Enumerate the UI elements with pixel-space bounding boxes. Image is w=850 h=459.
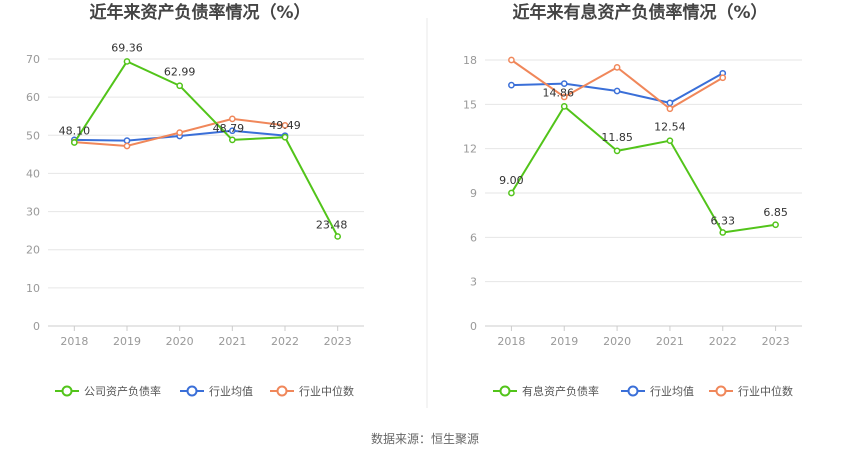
debt-ratio-chart: 近年来资产负债率情况（%） 0 10 20 30 40 50 60 70 2018 2019 2020… [26, 2, 364, 398]
data-point-avg[interactable] [228, 127, 236, 135]
data-point-company[interactable] [176, 82, 184, 90]
y-tick-label: 9 [470, 187, 477, 200]
y-tick-label: 10 [26, 282, 40, 295]
legend-label: 行业中位数 [738, 384, 793, 398]
data-point-median[interactable] [176, 129, 184, 136]
legend-item-median[interactable]: 行业中位数 [270, 384, 354, 398]
x-tick-label: 2023 [762, 335, 790, 348]
series-line-company [73, 60, 339, 237]
legend-item-company[interactable]: 公司资产负债率 [55, 384, 161, 398]
y-tick-label: 6 [470, 231, 477, 244]
legend-marker [186, 385, 198, 397]
data-point-company[interactable] [772, 221, 779, 229]
data-label: 69.36 [111, 41, 143, 54]
chart-title: 近年来有息资产负债率情况（%） [512, 2, 767, 23]
y-tick-label: 0 [470, 320, 477, 333]
data-point-company[interactable] [719, 229, 727, 236]
data-point-company[interactable] [334, 233, 342, 240]
y-tick-label: 20 [26, 244, 40, 257]
data-point-company[interactable] [613, 147, 621, 155]
y-tick-label: 40 [26, 167, 40, 180]
data-label: 6.85 [763, 206, 788, 219]
data-label: 48.10 [59, 125, 91, 138]
y-tick-label: 12 [463, 143, 477, 156]
legend-item-median[interactable]: 行业中位数 [709, 384, 793, 398]
data-label: 6.33 [711, 214, 736, 227]
y-tick-label: 30 [26, 206, 40, 219]
legend-label: 公司资产负债率 [84, 384, 161, 398]
data-point-median[interactable] [228, 115, 236, 123]
y-tick-label: 3 [470, 276, 477, 289]
legend-label: 有息资产负债率 [522, 384, 599, 398]
data-point-company[interactable] [666, 137, 674, 145]
data-label: 12.54 [654, 121, 686, 134]
legend-label: 行业中位数 [299, 384, 354, 398]
x-tick-label: 2021 [656, 335, 684, 348]
data-point-company[interactable] [508, 189, 515, 197]
data-point-avg[interactable] [666, 99, 674, 107]
legend-marker [627, 385, 639, 397]
y-tick-label: 70 [26, 53, 40, 66]
data-point-median[interactable] [613, 64, 621, 71]
data-label: 14.86 [543, 86, 575, 99]
legend-marker [276, 385, 288, 397]
data-point-avg[interactable] [123, 137, 131, 144]
data-point-median[interactable] [281, 122, 289, 129]
x-tick-label: 2018 [497, 335, 525, 348]
data-point-company[interactable] [281, 133, 289, 141]
data-label: 49.49 [269, 119, 301, 132]
x-tick-label: 2020 [603, 335, 631, 348]
x-tick-label: 2020 [166, 335, 194, 348]
x-tick-label: 2018 [60, 335, 88, 348]
interest-debt-ratio-chart: 近年来有息资产负债率情况（%） 0 3 6 9 12 15 18 2018 2019 2020 202… [463, 2, 802, 398]
data-point-company[interactable] [123, 58, 131, 65]
x-tick-label: 2019 [550, 335, 578, 348]
y-tick-label: 18 [463, 54, 477, 67]
data-label: 62.99 [164, 66, 196, 79]
legend-item-company[interactable]: 有息资产负债率 [493, 384, 599, 398]
legend-marker [61, 385, 73, 397]
data-label: 9.00 [499, 174, 524, 187]
data-label: 11.85 [601, 131, 633, 144]
legend-item-avg[interactable]: 行业均值 [621, 385, 694, 398]
x-tick-label: 2019 [113, 335, 141, 348]
data-point-company[interactable] [560, 103, 568, 110]
y-tick-label: 0 [33, 320, 40, 333]
data-label: 23.48 [316, 218, 348, 231]
x-tick-label: 2023 [324, 335, 352, 348]
x-tick-label: 2021 [218, 335, 246, 348]
legend-item-avg[interactable]: 行业均值 [180, 385, 253, 398]
data-label: 48.79 [213, 122, 245, 135]
legend-label: 行业均值 [650, 385, 694, 398]
legend-marker [499, 385, 511, 397]
x-tick-label: 2022 [709, 335, 737, 348]
data-point-median[interactable] [560, 93, 568, 101]
x-tick-label: 2022 [271, 335, 299, 348]
chart-title: 近年来资产负债率情况（%） [89, 2, 310, 23]
data-point-avg[interactable] [613, 87, 621, 95]
data-point-median[interactable] [666, 105, 674, 113]
y-tick-label: 15 [463, 98, 477, 111]
series-line-company [510, 105, 776, 234]
data-point-median[interactable] [508, 56, 515, 64]
data-point-avg[interactable] [508, 81, 515, 89]
y-tick-label: 50 [26, 129, 40, 142]
y-tick-label: 60 [26, 91, 40, 104]
data-point-median[interactable] [719, 74, 727, 82]
data-point-company[interactable] [228, 136, 236, 144]
data-point-avg[interactable] [560, 80, 568, 87]
data-source-note: 数据来源：恒生聚源 [371, 431, 479, 446]
data-point-company[interactable] [70, 139, 78, 146]
legend-marker [715, 385, 727, 397]
data-point-median[interactable] [123, 142, 131, 150]
legend-label: 行业均值 [209, 385, 253, 398]
